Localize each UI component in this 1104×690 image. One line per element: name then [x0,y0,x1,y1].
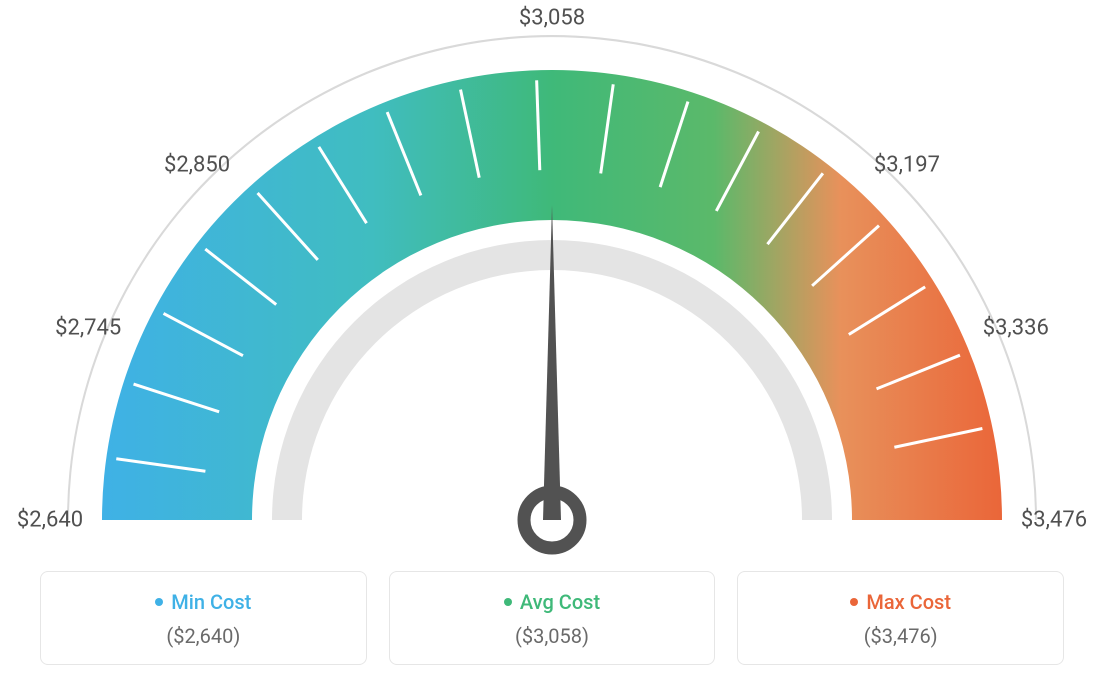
avg-cost-card: Avg Cost ($3,058) [389,571,716,665]
scale-label: $3,476 [1021,508,1087,533]
scale-label: $3,197 [874,153,940,178]
min-cost-title: Min Cost [155,590,251,614]
min-cost-card: Min Cost ($2,640) [40,571,367,665]
cost-gauge: $2,640 $2,745 $2,850 $3,058 $3,197 $3,336 $3,4… [0,0,1104,560]
min-cost-label: Min Cost [171,590,251,614]
max-cost-dot-icon [850,598,858,606]
scale-label: $3,058 [519,6,585,31]
avg-cost-dot-icon [504,598,512,606]
avg-cost-label: Avg Cost [520,590,600,614]
max-cost-title: Max Cost [850,590,951,614]
avg-cost-title: Avg Cost [504,590,600,614]
scale-label: $2,745 [55,315,121,340]
max-cost-value: ($3,476) [748,624,1053,648]
summary-cards: Min Cost ($2,640) Avg Cost ($3,058) Max … [40,571,1064,665]
scale-label: $2,850 [164,153,230,178]
max-cost-card: Max Cost ($3,476) [737,571,1064,665]
min-cost-dot-icon [155,598,163,606]
avg-cost-value: ($3,058) [400,624,705,648]
gauge-svg [0,0,1104,560]
scale-label: $2,640 [17,508,83,533]
min-cost-value: ($2,640) [51,624,356,648]
max-cost-label: Max Cost [866,590,951,614]
scale-label: $3,336 [983,315,1049,340]
